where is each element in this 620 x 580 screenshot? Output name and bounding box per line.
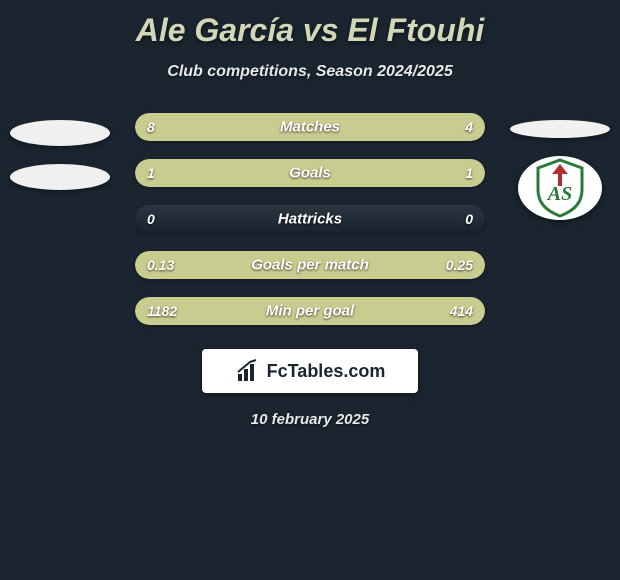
stat-row: Goals per match 0.13 0.25 [135,251,485,279]
player2-club-badge: AS [518,156,602,220]
stat-value-right: 0 [465,211,473,227]
player1-badge-2 [10,164,110,190]
stat-label: Goals per match [251,257,369,274]
stat-row: Matches 8 4 [135,113,485,141]
svg-text:AS: AS [546,183,572,205]
player2-badges: AS [510,120,610,220]
stat-value-left: 1 [147,165,155,181]
vs-text: vs [303,12,339,48]
player1-name: Ale García [136,12,294,48]
stats-container: Matches 8 4 Goals 1 1 Hattricks 0 0 Goals per mat… [135,113,485,325]
shield-icon: AS [528,156,592,220]
stat-bar-right [310,159,485,187]
player2-badge-1 [510,120,610,138]
stat-label: Goals [289,165,331,182]
stat-label: Hattricks [278,211,342,228]
fctables-logo[interactable]: FcTables.com [202,349,418,393]
subtitle: Club competitions, Season 2024/2025 [0,63,620,81]
stat-row: Goals 1 1 [135,159,485,187]
player2-name: El Ftouhi [347,12,484,48]
comparison-title: Ale García vs El Ftouhi [0,0,620,49]
logo-text: FcTables.com [267,361,386,382]
stat-value-right: 4 [465,119,473,135]
stat-value-left: 1182 [147,303,177,319]
stat-value-left: 0 [147,211,155,227]
stat-value-right: 0.25 [446,257,473,273]
chart-icon [235,358,261,384]
stat-label: Min per goal [266,303,354,320]
stat-row: Hattricks 0 0 [135,205,485,233]
stat-value-right: 1 [465,165,473,181]
stat-value-left: 0.13 [147,257,174,273]
player1-badges [10,120,110,220]
date-text: 10 february 2025 [0,411,620,428]
stat-label: Matches [280,119,340,136]
stat-value-left: 8 [147,119,155,135]
stat-bar-left [135,159,310,187]
stat-value-right: 414 [450,303,473,319]
player1-badge-1 [10,120,110,146]
stat-row: Min per goal 1182 414 [135,297,485,325]
